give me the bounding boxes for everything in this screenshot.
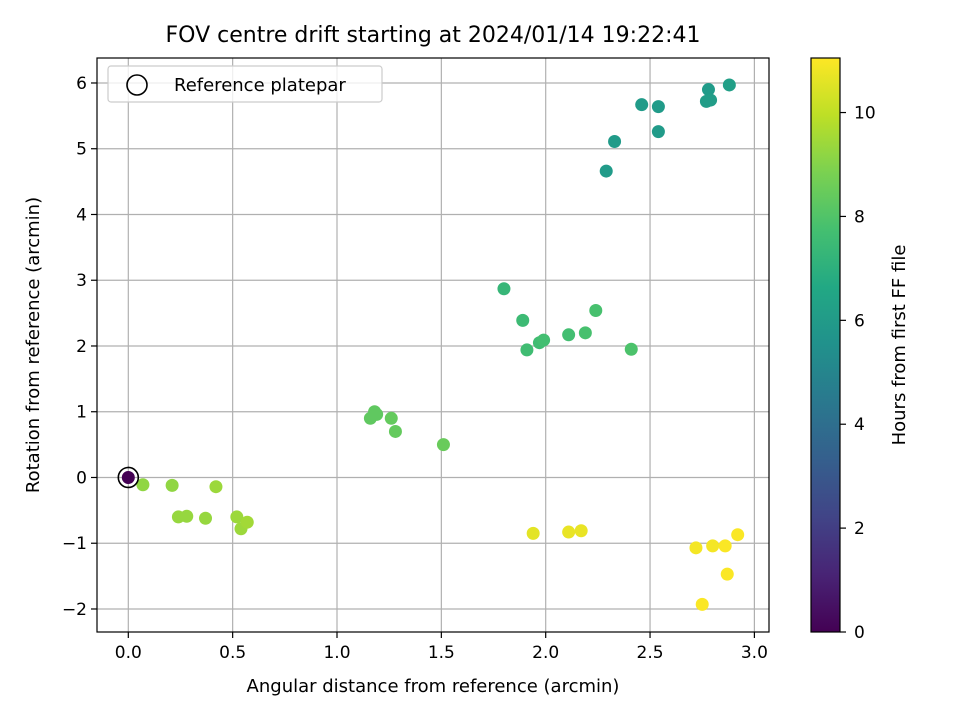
y-tick-label: 1	[76, 403, 87, 423]
scatter-point	[516, 313, 530, 327]
reference-platepar-marker	[117, 466, 140, 489]
scatter-point	[388, 424, 402, 438]
scatter-point	[624, 342, 638, 356]
y-axis-label: Rotation from reference (arcmin)	[23, 197, 44, 493]
scatter-point	[651, 125, 665, 139]
scatter-point	[599, 164, 613, 178]
scatter-point	[608, 135, 622, 149]
scatter-point	[562, 328, 576, 342]
scatter-point	[436, 438, 450, 452]
y-tick-label: −2	[62, 600, 87, 620]
scatter-point	[589, 303, 603, 317]
y-tick-label: 0	[76, 468, 87, 488]
scatter-point	[230, 510, 244, 524]
scatter-point	[574, 524, 588, 538]
y-tick-label: 2	[76, 337, 87, 357]
legend-box	[107, 65, 383, 103]
y-tick-label: 4	[76, 205, 87, 225]
legend: Reference platepar	[107, 65, 383, 103]
scatter-point	[718, 539, 732, 553]
scatter-point	[520, 343, 534, 357]
scatter-point	[209, 480, 223, 494]
scatter-point	[720, 567, 734, 581]
grid	[97, 58, 769, 632]
scatter-point	[635, 98, 649, 112]
x-tick-label: 1.0	[323, 643, 350, 663]
y-tick-label: 3	[76, 271, 87, 291]
colorbar-tick-label: 6	[854, 311, 865, 331]
colorbar-frame	[810, 57, 841, 633]
x-tick-label: 0.0	[115, 643, 142, 663]
scatter-point	[180, 509, 194, 523]
scatter-point	[136, 478, 150, 492]
colorbar-label: Hours from first FF file	[889, 245, 910, 446]
colorbar-gradient	[811, 58, 840, 632]
colorbar-ticks: 0 2 4 6 8 10	[840, 104, 876, 643]
scatter-point	[240, 515, 254, 529]
y-tick-label: 6	[76, 74, 87, 94]
x-tick-label: 2.0	[532, 643, 559, 663]
scatter-point	[121, 470, 135, 484]
axis-ticks: 0.0 0.5 1.0 1.5 2.0 2.5 3.0 −2 −1 0 1 2 3 4 5 6	[62, 74, 768, 663]
scatter-point	[497, 282, 511, 296]
scatter-point	[562, 525, 576, 539]
scatter-point	[704, 93, 718, 107]
scatter-point	[370, 407, 384, 421]
y-tick-label: −1	[62, 534, 87, 554]
scatter-point	[651, 100, 665, 114]
x-tick-label: 1.5	[428, 643, 455, 663]
scatter-points	[117, 78, 745, 611]
colorbar-tick-label: 0	[854, 623, 865, 643]
chart-title: FOV centre drift starting at 2024/01/14 …	[166, 23, 701, 48]
colorbar-tick-label: 10	[854, 104, 876, 124]
x-tick-label: 0.5	[219, 643, 246, 663]
scatter-point	[701, 83, 715, 97]
scatter-point	[722, 78, 736, 92]
colorbar-tick-label: 4	[854, 415, 865, 435]
x-axis-label: Angular distance from reference (arcmin)	[247, 676, 620, 697]
x-tick-label: 3.0	[741, 643, 768, 663]
scatter-point	[165, 478, 179, 492]
scatter-point	[706, 539, 720, 553]
colorbar-tick-label: 2	[854, 519, 865, 539]
legend-label-reference: Reference platepar	[174, 75, 346, 96]
x-tick-label: 2.5	[637, 643, 664, 663]
legend-marker-reference	[126, 74, 148, 96]
scatter-point	[689, 541, 703, 555]
scatter-point	[384, 411, 398, 425]
plot-frame	[96, 57, 770, 633]
scatter-point	[526, 526, 540, 540]
y-tick-label: 5	[76, 140, 87, 160]
scatter-point	[731, 528, 745, 542]
colorbar: 0 2 4 6 8 10 Hours from first FF file	[810, 57, 910, 643]
scatter-point	[695, 597, 709, 611]
scatter-point	[199, 511, 213, 525]
colorbar-tick-label: 8	[854, 207, 865, 227]
scatter-point	[578, 326, 592, 340]
scatter-point	[537, 333, 551, 347]
